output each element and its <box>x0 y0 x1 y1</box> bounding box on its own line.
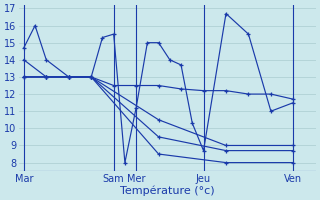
X-axis label: Température (°c): Température (°c) <box>120 185 215 196</box>
